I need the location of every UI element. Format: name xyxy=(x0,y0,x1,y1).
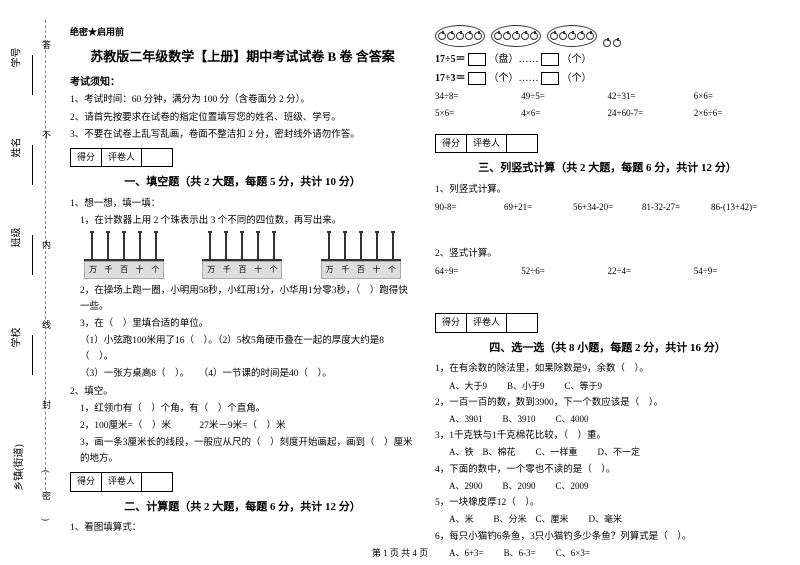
binding-text-5: 封 xyxy=(40,400,53,427)
eq-2: 17÷3＝ （个）…… （个） xyxy=(435,70,780,87)
score-box-2: 得分 评卷人 xyxy=(70,472,173,491)
section-1-title: 一、填空题（共 2 大题，每题 5 分，共计 10 分） xyxy=(70,173,415,192)
calc-q1: 1、看图填算式： xyxy=(70,520,415,536)
main-content: 绝密★启用前 苏教版二年级数学【上册】期中考试试卷 B 卷 含答案 考试须知： … xyxy=(70,25,780,535)
q1-3: 3，在（ ）里填合适的单位。 xyxy=(80,316,415,332)
s3-row-1: 90-8=69+21=56+34-20=81-32-27=86-(13+42)= xyxy=(435,200,780,215)
s4-q5: 5，一块橡皮厚12（ ）。 A、米B、分米 C、厘米D、毫米 xyxy=(435,495,780,527)
section-2-title: 二、计算题（共 2 大题，每题 6 分，共计 12 分） xyxy=(70,498,415,517)
score-box-3: 得分 评卷人 xyxy=(435,134,538,153)
q1-intro: 1、想一想，填一填： xyxy=(70,196,415,212)
side-label-name: 姓名 xyxy=(8,138,23,158)
side-label-class: 班级 xyxy=(8,228,23,248)
s4-q4: 4，下面的数中，一个零也不读的是（ ）。 A、2900B、2090C、2009 xyxy=(435,462,780,494)
binding-text-6: (密) xyxy=(40,470,53,539)
eq-1: 17÷5＝ （盘）…… （个） xyxy=(435,51,780,68)
section-3-title: 三、列竖式计算（共 2 大题，每题 6 分，共计 12 分） xyxy=(435,159,780,178)
binding-text-1: 答 xyxy=(40,40,53,67)
plate-2 xyxy=(491,25,541,47)
plate-3 xyxy=(547,25,597,47)
exam-title: 苏教版二年级数学【上册】期中考试试卷 B 卷 含答案 xyxy=(70,46,415,68)
marker-label: 评卷人 xyxy=(102,149,142,166)
notice-2: 2、请首先按要求在试卷的指定位置填写您的姓名、班级、学号。 xyxy=(70,110,415,126)
s3-q1: 1、列竖式计算。 xyxy=(435,182,780,198)
abacus-1: 万千百十个 xyxy=(84,233,164,279)
right-column: 17÷5＝ （盘）…… （个） 17÷3＝ （个）…… （个） 34÷8=49÷… xyxy=(435,25,780,535)
s4-q1: 1，在有余数的除法里，如果除数是9，余数（ ）。 A、大于9B、小于9C、等于9 xyxy=(435,361,780,393)
s4-q2: 2，一百一百的数，数到3900，下一个数应该是（ ）。 A、3901B、3910… xyxy=(435,395,780,427)
score-label: 得分 xyxy=(71,149,102,166)
calc-row-2: 5×6=4×6=24+60-7=2×6÷6= xyxy=(435,106,780,121)
score-box-1: 得分 评卷人 xyxy=(70,148,173,167)
notice-1: 1、考试时间：60 分钟，满分为 100 分（含卷面分 2 分）。 xyxy=(70,92,415,108)
calc-row-1: 34÷8=49÷5=42÷31=6×6= xyxy=(435,89,780,104)
binding-text-3: 内 xyxy=(40,240,53,267)
q2-3: 3，画一条3厘米长的线段，一般应从尺的（ ）刻度开始画起，画到（ ）厘米的地方。 xyxy=(80,435,415,467)
q2-1: 1，红领巾有（ ）个角，有（ ）个直角。 xyxy=(80,401,415,417)
s4-q3: 3，1千克铁与1千克棉花比较，（ ）重。 A、铁 B、棉花C、一样重D、不一定 xyxy=(435,428,780,460)
s3-row-2: 64÷9=52÷6=22÷4=54÷9= xyxy=(435,264,780,279)
side-label-school: 学校 xyxy=(8,328,23,348)
side-label-id: 学号 xyxy=(8,48,23,68)
secret-label: 绝密★启用前 xyxy=(70,25,415,40)
score-blank[interactable] xyxy=(142,149,172,166)
q1-2: 2，在操场上跑一圈，小明用58秒，小红用1分，小华用1分零3秒，（ ）跑得快一些… xyxy=(80,283,415,315)
q1-3a: （1）小弦跑100米用了16（ ）。（2）5枚5角硬币叠在一起的厚度大约是8（ … xyxy=(80,333,415,365)
apple-plates xyxy=(435,25,780,47)
notice-title: 考试须知： xyxy=(70,74,415,91)
q2-2: 2，100厘米=（ ）米 27米－9米=（ ）米 xyxy=(80,418,415,434)
abacus-3: 万千百十个 xyxy=(321,233,401,279)
q2-title: 2、填空。 xyxy=(70,384,415,400)
binding-margin: 学号 姓名 班级 学校 乡镇(街道) 答 不 内 线 封 (密) xyxy=(0,0,60,530)
left-column: 绝密★启用前 苏教版二年级数学【上册】期中考试试卷 B 卷 含答案 考试须知： … xyxy=(70,25,415,535)
binding-text-2: 不 xyxy=(40,130,53,157)
binding-text-4: 线 xyxy=(40,320,53,347)
page-footer: 第 1 页 共 4 页 xyxy=(0,546,800,559)
q1-3b: （3）一张方桌高8（ ）。 （4）一节课的时间是40（ ）。 xyxy=(80,366,415,382)
section-4-title: 四、选一选（共 8 小题，每题 2 分，共计 16 分） xyxy=(435,339,780,358)
loose-apples xyxy=(603,25,621,47)
plate-1 xyxy=(435,25,485,47)
side-label-town: 乡镇(街道) xyxy=(10,444,25,491)
score-box-4: 得分 评卷人 xyxy=(435,313,538,332)
abacus-row: 万千百十个 万千百十个 万千百十个 xyxy=(70,233,415,279)
notice-3: 3、不要在试卷上乱写乱画，卷面不整洁扣 2 分，密封线外请勿作答。 xyxy=(70,127,415,143)
abacus-2: 万千百十个 xyxy=(202,233,282,279)
q1-1: 1，在计数器上用 2 个珠表示出 3 个不同的四位数，再写出来。 xyxy=(80,213,415,229)
s3-q2: 2、竖式计算。 xyxy=(435,246,780,262)
